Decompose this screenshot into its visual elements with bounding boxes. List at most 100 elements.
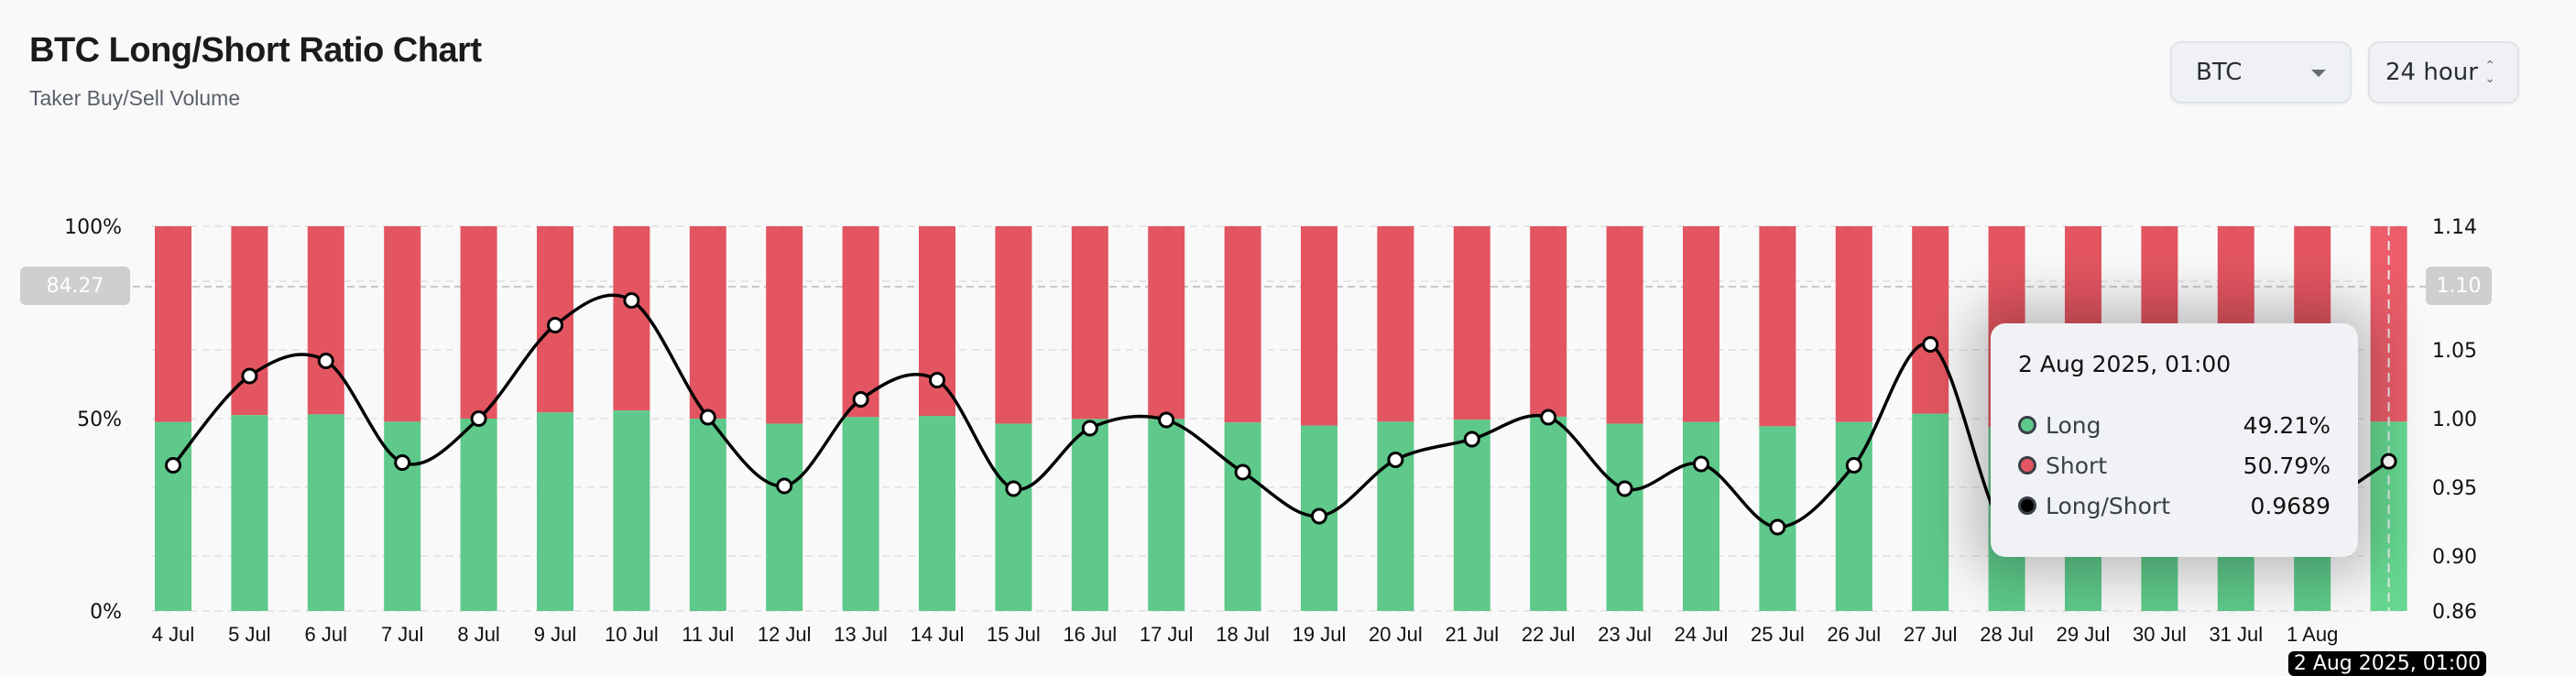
bar-long: [1530, 416, 1567, 611]
ratio-point: [1463, 431, 1480, 448]
page-subtitle: Taker Buy/Sell Volume: [29, 86, 241, 110]
tooltip-label: Long/Short: [2046, 492, 2171, 519]
ratio-point: [776, 477, 793, 495]
bar-long: [1224, 422, 1261, 611]
x-tick-label: 7 Jul: [381, 623, 423, 646]
ratio-point: [2380, 452, 2397, 470]
bar-long: [1606, 423, 1643, 611]
tooltip-value: 0.9689: [2250, 492, 2330, 519]
x-tick-label: 19 Jul: [1293, 623, 1347, 646]
x-tick-label: 8 Jul: [457, 623, 499, 646]
x-tick-label: 1 Aug: [2287, 623, 2338, 646]
bar-short: [766, 226, 803, 424]
bar-short: [689, 226, 726, 419]
bar-short: [842, 226, 879, 418]
x-tick-label: 20 Jul: [1369, 623, 1423, 646]
y-left-tick-label: 50%: [77, 409, 122, 431]
ratio-point: [699, 409, 716, 426]
x-tick-label: 11 Jul: [682, 623, 734, 646]
bar-short: [1377, 226, 1414, 422]
bar-short: [1148, 226, 1185, 420]
crosshair-right-value: 1.10: [2426, 267, 2492, 305]
bar-short: [1530, 226, 1567, 417]
bar-short: [1606, 226, 1643, 424]
ratio-point: [1158, 411, 1175, 429]
x-tick-label: 23 Jul: [1598, 623, 1652, 646]
x-tick-label: 17 Jul: [1140, 623, 1194, 646]
ratio-point: [394, 454, 411, 471]
bar-short: [307, 226, 344, 415]
bar-short: [155, 226, 191, 422]
x-tick-label: 6 Jul: [305, 623, 347, 646]
ratio-point: [1922, 336, 1939, 353]
ratio-dot-icon: [2018, 496, 2036, 515]
ratio-point: [1540, 409, 1557, 426]
bar-long: [689, 419, 726, 611]
y-right-tick-label: 0.86: [2432, 601, 2477, 624]
tooltip-label: Short: [2046, 452, 2108, 479]
x-tick-label: 4 Jul: [152, 623, 194, 646]
x-tick-label: 18 Jul: [1216, 623, 1270, 646]
x-tick-label: 10 Jul: [605, 623, 659, 646]
y-right-tick-label: 1.00: [2432, 409, 2477, 431]
x-tick-label: 21 Jul: [1445, 623, 1499, 646]
bar-long: [1912, 413, 1949, 611]
crosshair-x-label: 2 Aug 2025, 01:00: [2288, 651, 2486, 676]
ratio-point: [1616, 480, 1633, 497]
ratio-point: [929, 372, 945, 388]
bar-long: [155, 421, 191, 611]
bar-short: [384, 226, 421, 422]
bar-short: [1912, 226, 1949, 414]
ratio-point: [1234, 463, 1251, 481]
bar-long: [919, 416, 955, 611]
x-tick-label: 22 Jul: [1522, 623, 1576, 646]
ratio-point: [470, 410, 487, 427]
ratio-point: [1005, 480, 1022, 497]
bar-short: [613, 226, 650, 411]
chevron-down-icon: [2311, 70, 2326, 77]
x-tick-label: 28 Jul: [1980, 623, 2034, 646]
bar-long: [231, 415, 268, 611]
crosshair-left-value: 84.27: [20, 267, 130, 305]
ratio-point: [1387, 452, 1404, 468]
x-tick-label: 12 Jul: [758, 623, 812, 646]
x-tick-label: 31 Jul: [2209, 623, 2263, 646]
y-right-tick-label: 0.90: [2432, 546, 2477, 569]
long-dot-icon: [2018, 416, 2036, 434]
ratio-point: [241, 367, 258, 385]
x-tick-label: 13 Jul: [834, 623, 888, 646]
x-tick-label: 14 Jul: [911, 623, 965, 646]
bar-short: [460, 226, 497, 419]
bar-long: [1071, 419, 1108, 611]
bar-long: [1835, 421, 1872, 611]
tooltip-row-long: Long 49.21%: [2018, 405, 2330, 445]
bar-short: [1453, 226, 1490, 420]
x-tick-label: 26 Jul: [1827, 623, 1881, 646]
bar-long: [307, 414, 344, 611]
ratio-point: [1845, 457, 1862, 474]
bar-short: [1301, 226, 1337, 426]
ratio-point: [1693, 455, 1709, 473]
ratio-point: [165, 457, 181, 474]
bar-long: [1759, 426, 1796, 611]
bar-long: [460, 419, 497, 611]
coin-select[interactable]: BTC: [2170, 41, 2352, 104]
x-tick-label: 15 Jul: [987, 623, 1041, 646]
chart-tooltip: 2 Aug 2025, 01:00 Long 49.21% Short 50.7…: [1991, 323, 2358, 557]
tooltip-value: 50.79%: [2243, 452, 2330, 479]
bar-long: [766, 423, 803, 611]
bar-short: [1759, 226, 1796, 427]
bar-long: [613, 410, 650, 611]
ratio-point: [623, 292, 640, 309]
x-tick-label: 16 Jul: [1063, 623, 1117, 646]
tooltip-label: Long: [2046, 411, 2101, 439]
bar-long: [1453, 420, 1490, 611]
up-down-chevron-icon: ⌃ ⌄: [2484, 59, 2495, 86]
bar-long: [995, 423, 1032, 611]
timeframe-select[interactable]: 24 hour ⌃ ⌄: [2368, 41, 2519, 104]
bar-long: [1683, 421, 1719, 611]
tooltip-row-ratio: Long/Short 0.9689: [2018, 485, 2330, 526]
y-right-tick-label: 1.14: [2432, 216, 2477, 239]
short-dot-icon: [2018, 456, 2036, 474]
bar-short: [995, 226, 1032, 424]
